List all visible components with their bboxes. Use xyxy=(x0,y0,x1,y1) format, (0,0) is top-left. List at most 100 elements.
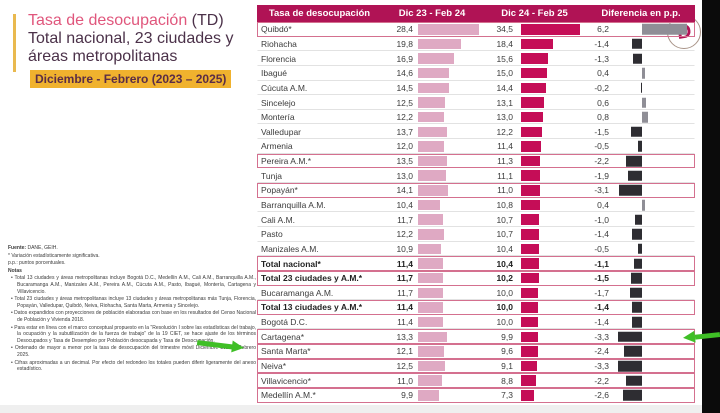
diff-bar xyxy=(628,170,642,181)
city-name: Valledupar xyxy=(261,126,302,137)
rate-curr-bar xyxy=(521,331,539,343)
diff-value: -2,2 xyxy=(594,156,609,167)
note-bullet: • Cifras aproximadas a un decimal. Por e… xyxy=(11,359,256,373)
unemployment-table: Tasa de desocupación Dic 23 - Feb 24 Dic… xyxy=(257,5,695,403)
title-line1-rest: (TD) xyxy=(187,12,224,29)
diff-value: -1,1 xyxy=(594,258,609,269)
rate-prev-bar xyxy=(418,346,444,357)
rate-prev-bar xyxy=(418,302,443,313)
diff-bar xyxy=(631,302,642,313)
rate-curr-bar xyxy=(521,170,541,181)
diff-value: -1,0 xyxy=(594,214,609,225)
period-highlight: Diciembre - Febrero (2023 – 2025) xyxy=(30,70,232,88)
diff-bar xyxy=(624,346,642,357)
diff-bar xyxy=(642,199,645,211)
rate-curr-bar xyxy=(521,346,538,357)
rate-curr-value: 14,4 xyxy=(496,82,513,93)
diff-value: -1,9 xyxy=(594,170,609,181)
diff-bar xyxy=(631,272,642,284)
city-name: Pereira A.M.* xyxy=(261,156,312,167)
rate-curr-bar xyxy=(521,375,537,386)
diff-bar xyxy=(625,375,642,386)
rate-prev-value: 19,8 xyxy=(396,38,413,49)
col-header-difference: Diferencia en p.p. xyxy=(601,8,681,19)
col-header-city: Tasa de desocupación xyxy=(268,8,371,19)
rate-prev-bar xyxy=(418,272,444,284)
table-body: Quibdó* 28,4 34,5 6,2 Riohacha 19,8 18,4… xyxy=(257,22,695,403)
rate-prev-value: 11,4 xyxy=(396,302,413,313)
note-bullet: • Total 23 ciudades y áreas metropolitan… xyxy=(11,296,256,309)
diff-bar xyxy=(623,390,642,401)
diff-bar xyxy=(631,229,642,240)
rate-curr-value: 18,4 xyxy=(496,38,513,49)
diff-bar xyxy=(633,258,642,269)
rate-prev-bar xyxy=(418,111,445,123)
rate-prev-value: 11,4 xyxy=(397,317,413,328)
city-name: Cartagena* xyxy=(261,331,305,342)
diff-bar xyxy=(642,111,648,123)
rate-curr-value: 15,0 xyxy=(496,68,513,79)
city-name: Cali A.M. xyxy=(261,214,296,225)
diff-bar xyxy=(625,155,642,167)
rate-curr-value: 11,4 xyxy=(497,141,513,152)
rate-prev-bar xyxy=(418,331,447,343)
rate-prev-value: 12,2 xyxy=(396,229,413,240)
diff-bar xyxy=(642,24,688,35)
rate-curr-bar xyxy=(521,316,539,328)
rate-prev-value: 11,7 xyxy=(397,287,413,298)
rate-curr-value: 10,0 xyxy=(496,317,513,328)
rate-prev-bar xyxy=(418,185,449,196)
rate-prev-bar xyxy=(418,316,443,328)
rate-curr-value: 9,9 xyxy=(501,331,513,342)
rate-prev-value: 10,4 xyxy=(396,200,413,210)
rate-prev-value: 12,1 xyxy=(396,346,413,357)
diff-value: -2,6 xyxy=(594,390,609,401)
diff-bar xyxy=(638,243,642,255)
rate-curr-bar xyxy=(521,272,539,284)
rate-prev-value: 12,5 xyxy=(396,97,413,108)
table-row: Sincelejo 12,5 13,1 0,6 xyxy=(257,95,695,110)
city-name: Quibdó* xyxy=(261,24,292,35)
city-name: Total nacional* xyxy=(261,258,321,269)
rate-prev-bar xyxy=(418,141,444,152)
city-name: Florencia xyxy=(261,53,296,64)
rate-curr-bar xyxy=(521,97,544,108)
arrow-shaft xyxy=(694,332,720,340)
rate-curr-bar xyxy=(521,258,539,269)
diff-value: 0,4 xyxy=(597,200,609,210)
pp-note: p.p.: puntos porcentuales. xyxy=(8,260,66,267)
rate-prev-value: 12,5 xyxy=(396,361,413,372)
rate-prev-value: 13,7 xyxy=(396,126,413,137)
table-row: Cúcuta A.M. 14,5 14,4 -0,2 xyxy=(257,81,695,96)
rate-prev-bar xyxy=(418,38,461,50)
diff-bar xyxy=(619,185,642,196)
rate-curr-value: 10,4 xyxy=(496,243,513,254)
rate-curr-value: 10,7 xyxy=(496,214,513,225)
rate-curr-value: 15,6 xyxy=(496,53,513,64)
diff-bar xyxy=(642,97,647,108)
diff-bar xyxy=(634,214,642,225)
diff-value: -1,7 xyxy=(594,287,609,298)
rate-curr-value: 11,0 xyxy=(497,185,513,196)
diff-value: -2,2 xyxy=(594,375,609,386)
diff-bar xyxy=(631,316,642,328)
city-name: Popayán* xyxy=(261,185,298,196)
city-name: Montería xyxy=(261,112,295,123)
rate-prev-bar xyxy=(418,67,450,79)
rate-curr-value: 8,8 xyxy=(501,375,513,386)
rate-curr-value: 10,4 xyxy=(496,258,513,269)
rate-curr-value: 13,1 xyxy=(496,97,513,108)
rate-prev-bar xyxy=(418,229,445,240)
table-row: Medellín A.M.* 9,9 7,3 -2,6 xyxy=(257,388,695,403)
rate-curr-value: 11,1 xyxy=(497,170,513,181)
rate-prev-value: 9,9 xyxy=(401,390,413,401)
table-row: Total 13 ciudades y A.M.* 11,4 10,0 -1,4 xyxy=(257,300,695,315)
rate-prev-bar xyxy=(418,287,444,299)
diff-value: -0,5 xyxy=(594,141,609,152)
note-bullet: • Para estar en línea con el marco conce… xyxy=(11,324,256,344)
rate-prev-bar xyxy=(418,24,479,35)
table-row: Riohacha 19,8 18,4 -1,4 xyxy=(257,37,695,52)
table-row: Bucaramanga A.M. 11,7 10,0 -1,7 xyxy=(257,286,695,301)
diff-value: -0,2 xyxy=(594,82,609,93)
rate-prev-value: 28,4 xyxy=(396,24,413,35)
